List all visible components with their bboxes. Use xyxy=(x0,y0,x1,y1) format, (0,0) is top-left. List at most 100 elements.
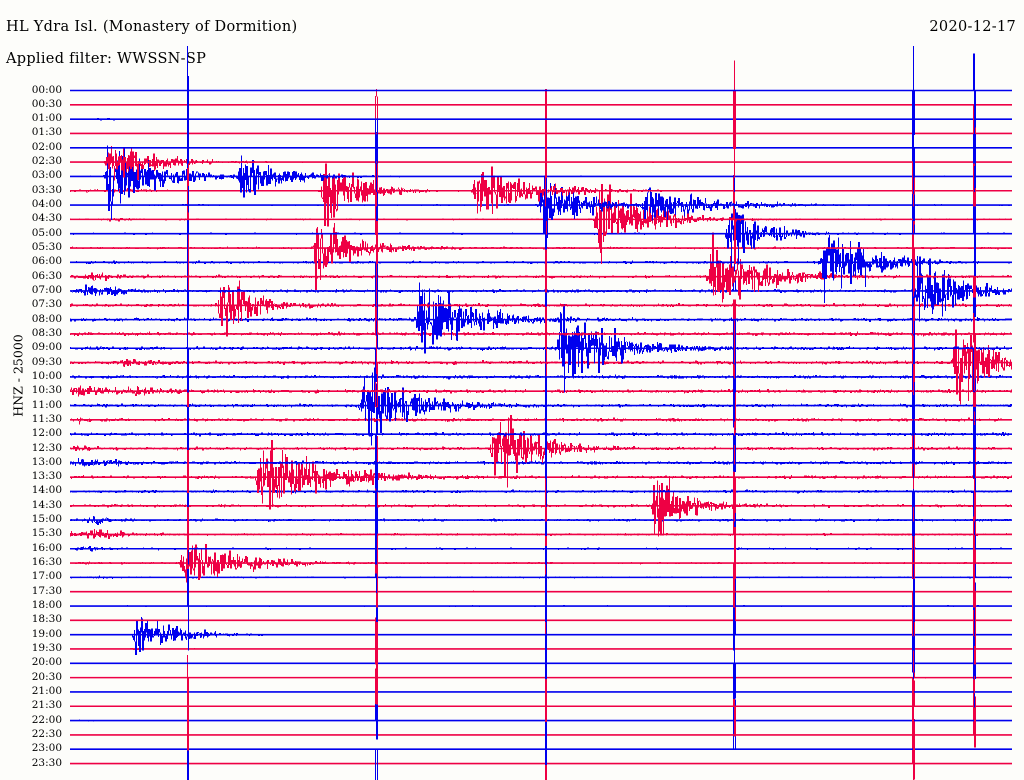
time-tick-label: 15:00 xyxy=(31,513,62,526)
trace-waveform xyxy=(70,504,1012,594)
trace-row xyxy=(70,684,1012,765)
time-tick-label: 07:00 xyxy=(31,283,62,296)
trace-row xyxy=(70,504,1012,594)
time-tick-label: 09:00 xyxy=(31,341,62,354)
trace-waveform xyxy=(70,175,1012,264)
time-tick-label: 08:30 xyxy=(31,326,62,339)
trace-waveform xyxy=(70,260,1012,350)
trace-row xyxy=(70,447,1012,536)
trace-row xyxy=(70,547,1012,637)
trace-row xyxy=(70,103,1012,193)
trace-row xyxy=(70,647,1012,737)
trace-waveform xyxy=(70,232,1012,322)
time-tick-label: 08:00 xyxy=(31,312,62,325)
trace-waveform xyxy=(70,189,1012,277)
time-tick-label: 10:30 xyxy=(31,384,62,397)
trace-row xyxy=(70,690,1012,780)
time-tick-label: 04:00 xyxy=(31,198,62,211)
time-tick-label: 03:30 xyxy=(31,183,62,196)
time-tick-label: 01:30 xyxy=(31,126,62,139)
trace-waveform xyxy=(70,661,1012,751)
time-tick-label: 20:00 xyxy=(31,656,62,669)
trace-row xyxy=(70,289,1012,379)
trace-row xyxy=(70,117,1012,207)
trace-waveform xyxy=(70,547,1012,637)
time-tick-label: 14:30 xyxy=(31,498,62,511)
trace-waveform xyxy=(70,89,1012,178)
trace-row xyxy=(70,575,1012,665)
trace-row xyxy=(70,590,1012,680)
trace-row xyxy=(70,389,1012,479)
trace-row xyxy=(70,719,1012,780)
trace-row xyxy=(70,46,1012,135)
trace-row xyxy=(70,346,1012,436)
trace-row xyxy=(70,303,1012,393)
applied-filter-label: Applied filter: WWSSN-SP xyxy=(6,51,207,67)
trace-waveform xyxy=(70,375,1012,465)
trace-waveform xyxy=(70,146,1012,236)
trace-waveform xyxy=(70,432,1012,522)
time-tick-label: 16:30 xyxy=(31,556,62,569)
trace-row xyxy=(70,367,1012,451)
trace-row xyxy=(70,146,1012,236)
time-tick-label: 23:30 xyxy=(31,756,62,769)
time-tick-label: 17:30 xyxy=(31,584,62,597)
time-tick-label: 11:00 xyxy=(31,398,62,411)
trace-row xyxy=(70,89,1012,178)
trace-row xyxy=(70,246,1012,336)
trace-row xyxy=(70,461,1012,551)
trace-row xyxy=(70,160,1012,250)
time-tick-label: 02:00 xyxy=(31,140,62,153)
trace-row xyxy=(70,490,1012,580)
trace-waveform xyxy=(70,389,1012,479)
trace-row xyxy=(70,404,1012,493)
trace-row xyxy=(70,189,1012,277)
trace-waveform xyxy=(70,575,1012,665)
trace-row xyxy=(70,604,1012,694)
trace-waveform xyxy=(70,103,1012,193)
trace-waveform xyxy=(70,404,1012,493)
trace-waveform xyxy=(70,346,1012,436)
time-tick-label: 06:00 xyxy=(31,255,62,268)
time-tick-label: 04:30 xyxy=(31,212,62,225)
time-tick-label: 18:30 xyxy=(31,613,62,626)
trace-waveform xyxy=(70,217,1012,307)
trace-waveform xyxy=(70,418,1012,508)
page-title: HL Ydra Isl. (Monastery of Dormition) xyxy=(6,19,298,35)
trace-waveform xyxy=(70,633,1012,722)
time-tick-label: 18:00 xyxy=(31,599,62,612)
time-tick-label: 07:30 xyxy=(31,298,62,311)
trace-waveform xyxy=(70,46,1012,135)
time-tick-label: 13:30 xyxy=(31,470,62,483)
trace-waveform xyxy=(70,719,1012,780)
trace-waveform xyxy=(70,490,1012,580)
time-tick-label: 05:00 xyxy=(31,226,62,239)
trace-waveform xyxy=(70,74,1012,164)
time-tick-label: 12:00 xyxy=(31,427,62,440)
time-tick-label: 11:30 xyxy=(31,412,62,425)
trace-row xyxy=(70,175,1012,264)
time-tick-label: 03:00 xyxy=(31,169,62,182)
time-tick-label: 10:00 xyxy=(31,369,62,382)
trace-waveform xyxy=(70,704,1012,780)
date-label: 2020-12-17 xyxy=(929,19,1016,35)
trace-waveform xyxy=(70,117,1012,207)
trace-row xyxy=(70,475,1012,565)
trace-row xyxy=(70,232,1012,322)
time-tick-label: 13:00 xyxy=(31,455,62,468)
trace-row xyxy=(70,217,1012,307)
time-tick-label: 01:00 xyxy=(31,112,62,125)
trace-waveform xyxy=(70,160,1012,250)
trace-waveform xyxy=(70,461,1012,551)
trace-waveform xyxy=(70,303,1012,393)
trace-waveform xyxy=(70,690,1012,780)
time-tick-label: 23:00 xyxy=(31,742,62,755)
trace-row xyxy=(70,318,1012,408)
trace-row xyxy=(70,661,1012,751)
time-tick-label: 12:30 xyxy=(31,441,62,454)
trace-waveform xyxy=(70,647,1012,737)
trace-waveform xyxy=(70,289,1012,379)
